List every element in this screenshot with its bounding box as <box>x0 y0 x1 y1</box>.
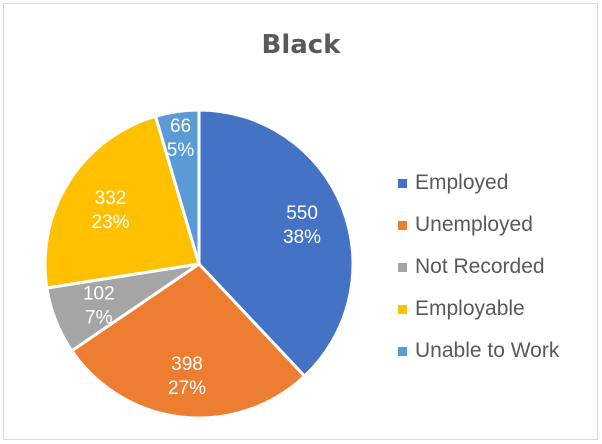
legend-swatch-employable <box>398 304 407 314</box>
legend-label-not-recorded: Not Recorded <box>415 255 545 278</box>
data-label-unemployed: 398 27% <box>168 354 206 399</box>
legend-label-unemployed: Unemployed <box>415 213 533 236</box>
pie-slice-unable-to-work <box>153 108 201 265</box>
legend: Employed Unemployed Not Recorded Employa… <box>398 162 559 372</box>
legend-item-not-recorded: Not Recorded <box>398 246 559 288</box>
legend-label-employed: Employed <box>415 171 509 194</box>
legend-label-employable: Employable <box>415 297 525 320</box>
data-label-not-recorded: 102 7% <box>83 284 115 329</box>
data-label-employed: 550 38% <box>283 203 321 248</box>
legend-item-employed: Employed <box>398 162 559 204</box>
chart-title: Black <box>261 30 341 60</box>
pie-slice-employed <box>197 108 355 379</box>
data-label-employable: 332 23% <box>91 188 129 233</box>
legend-swatch-unemployed <box>398 220 407 230</box>
legend-swatch-employed <box>398 178 407 188</box>
legend-item-unemployed: Unemployed <box>398 204 559 246</box>
legend-item-employable: Employable <box>398 288 559 330</box>
legend-label-unable-to-work: Unable to Work <box>415 339 560 362</box>
pie-slice-employable <box>43 114 201 290</box>
legend-swatch-not-recorded <box>398 262 407 272</box>
data-label-unable-to-work: 66 5% <box>167 116 195 161</box>
legend-item-unable-to-work: Unable to Work <box>398 330 559 372</box>
legend-swatch-unable-to-work <box>398 346 407 356</box>
pie-slice-unemployed <box>69 262 307 420</box>
